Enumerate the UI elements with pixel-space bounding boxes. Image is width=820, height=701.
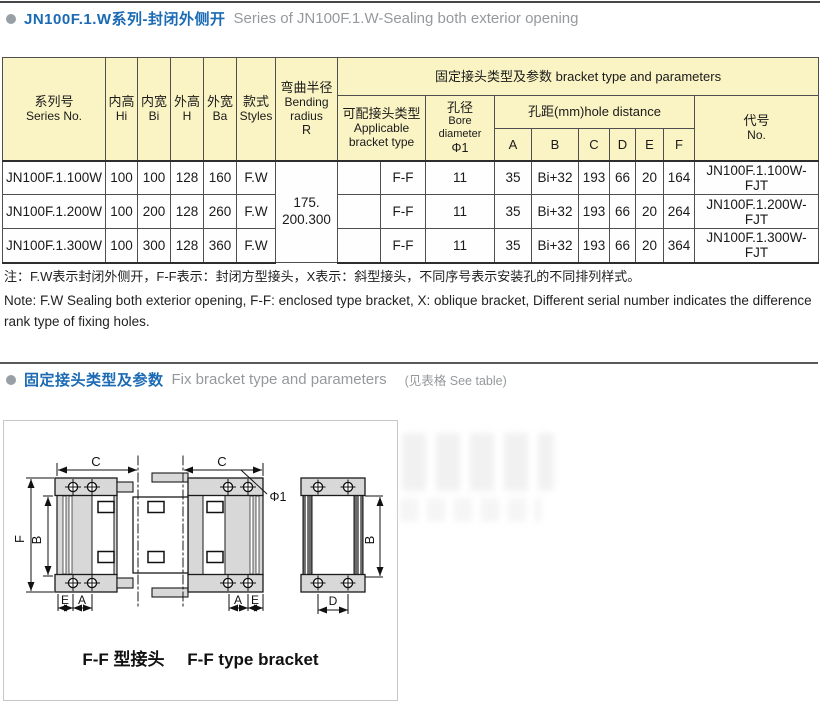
bullet-icon <box>6 374 16 385</box>
spec-table: 系列号 Series No. 内高 Hi 内宽 Bi 外高 H 外宽 Ba 款式… <box>2 57 820 264</box>
cell-bending-radius: 175. 200.300 <box>275 159 338 263</box>
cell-code: JN100F.1.100W-FJT <box>693 159 820 195</box>
table-row: JN100F.1.100W 100 100 128 160 F.W 175. 2… <box>2 159 820 263</box>
cell-bracket-icon <box>337 159 381 195</box>
figure-caption-zh: F-F 型接头 <box>82 650 165 669</box>
section1-title-zh: JN100F.1.W系列-封闭外侧开 <box>24 11 226 28</box>
bracket-drawing-box: C C Φ1 F B E A A E B D F-F 型接头 F-F type … <box>3 420 398 701</box>
note-zh: 注：F.W表示封闭外侧开，F-F表示：封闭方型接头，X表示：斜型接头，不同序号表… <box>4 269 641 284</box>
col-header-series-no: 系列号 Series No. <box>2 57 106 161</box>
sub-header-c: C <box>578 128 610 161</box>
col-header-bore-diameter: 孔径 Bore diameter Φ1 <box>425 95 495 161</box>
dim-label-e-right: E <box>251 593 259 607</box>
cell-code: JN100F.1.200W-FJT <box>693 194 820 229</box>
cell-series: JN100F.1.100W <box>2 159 106 195</box>
dimension-lines <box>26 463 384 614</box>
col-header-inner-height: 内高 Hi <box>105 57 138 161</box>
section-divider <box>0 362 818 364</box>
dimension-labels: C C Φ1 F B E A A E B D <box>12 454 377 608</box>
dim-label-c-left: C <box>91 454 100 469</box>
dim-label-f: F <box>12 535 27 543</box>
section2-title-zh: 固定接头类型及参数 <box>24 372 164 389</box>
col-header-applicable-bracket: 可配接头类型 Applicable bracket type <box>337 95 426 161</box>
top-rule <box>0 1 820 3</box>
end-view <box>300 477 366 593</box>
cell-series: JN100F.1.300W <box>2 228 106 264</box>
section2-hint: (见表格 See table) <box>404 374 507 388</box>
cell-series: JN100F.1.200W <box>2 194 106 229</box>
col-header-bending-radius: 弯曲半径 Bending radius R <box>275 57 338 161</box>
notes: 注：F.W表示封闭外侧开，F-F表示：封闭方型接头，X表示：斜型接头，不同序号表… <box>4 266 816 333</box>
dim-label-a-left: A <box>78 593 86 607</box>
assembly-view <box>54 455 264 607</box>
col-header-outer-width: 外宽 Ba <box>203 57 237 161</box>
table-row: JN100F.1.200W 100 200 128 260 F.W F-F 11… <box>2 194 820 229</box>
col-header-styles: 款式 Styles <box>236 57 276 161</box>
sub-header-d: D <box>609 128 636 161</box>
section2-header: 固定接头类型及参数 Fix bracket type and parameter… <box>6 369 507 390</box>
note-en: Note: F.W Sealing both exterior opening,… <box>4 293 812 329</box>
cell-code: JN100F.1.300W-FJT <box>693 228 820 264</box>
section1-header: JN100F.1.W系列-封闭外侧开 Series of JN100F.1.W-… <box>6 8 578 29</box>
watermark-smudge <box>400 498 542 522</box>
sub-header-f: F <box>663 128 695 161</box>
dim-label-phi1: Φ1 <box>270 490 287 504</box>
table-row: JN100F.1.300W 100 300 128 360 F.W F-F 11… <box>2 228 820 264</box>
bracket-technical-drawing: C C Φ1 F B E A A E B D <box>12 454 384 614</box>
col-header-inner-width: 内宽 Bi <box>137 57 171 161</box>
dim-label-b-right: B <box>362 536 377 545</box>
cell-bracket-icon <box>337 228 381 264</box>
dim-label-d: D <box>329 594 338 608</box>
bullet-icon <box>6 13 16 24</box>
col-header-hole-distance: 孔距(mm)hole distance <box>494 95 695 129</box>
spec-table-wrap: 系列号 Series No. 内高 Hi 内宽 Bi 外高 H 外宽 Ba 款式… <box>2 57 820 264</box>
watermark-smudge <box>402 433 554 491</box>
dim-label-b-left: B <box>29 536 44 545</box>
col-header-code: 代号 No. <box>693 95 820 161</box>
section2-title-en: Fix bracket type and parameters <box>171 371 387 388</box>
section1-title-en: Series of JN100F.1.W-Sealing both exteri… <box>233 10 579 27</box>
col-header-outer-height: 外高 H <box>170 57 204 161</box>
dim-label-c-right: C <box>217 454 226 469</box>
sub-header-a: A <box>494 128 532 161</box>
dim-label-a-right: A <box>234 593 242 607</box>
cell-bracket-icon <box>337 194 381 229</box>
dim-label-e-left: E <box>61 593 69 607</box>
sub-header-b: B <box>531 128 579 161</box>
sub-header-e: E <box>635 128 664 161</box>
figure-caption-en: F-F type bracket <box>187 650 319 669</box>
group-header-bracket-params: 固定接头类型及参数 bracket type and parameters <box>336 57 820 96</box>
figure-caption: F-F 型接头 F-F type bracket <box>4 645 397 670</box>
